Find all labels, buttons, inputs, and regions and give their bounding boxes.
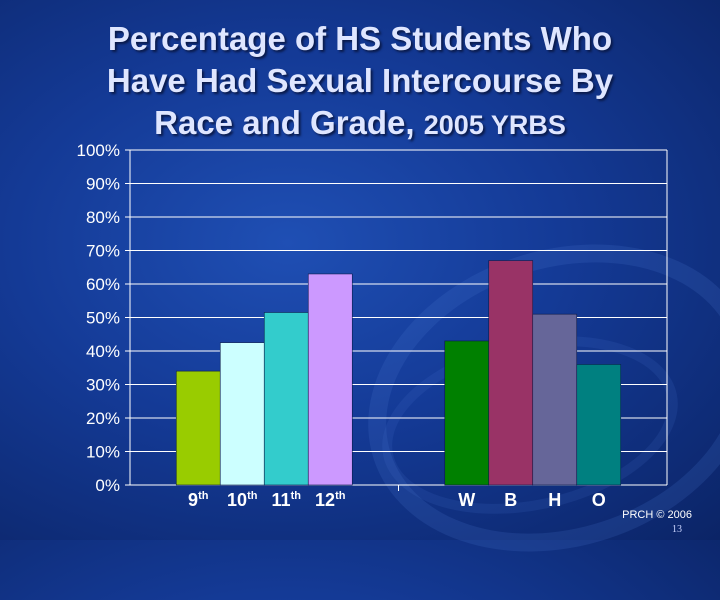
x-tick-label: O bbox=[592, 490, 606, 510]
title-line-3-main: Race and Grade, bbox=[154, 104, 415, 141]
y-tick-label: 20% bbox=[86, 409, 120, 428]
bar bbox=[219, 342, 265, 486]
x-tick-label: W bbox=[458, 490, 475, 510]
title-line-1: Percentage of HS Students Who bbox=[107, 20, 613, 57]
bar bbox=[307, 273, 353, 486]
y-tick-label: 0% bbox=[95, 476, 120, 495]
y-tick-label: 50% bbox=[86, 309, 120, 328]
bar bbox=[532, 313, 578, 486]
bar bbox=[488, 260, 534, 486]
title-line-3-small: 2005 YRBS bbox=[423, 110, 566, 140]
y-tick-label: 40% bbox=[86, 342, 120, 361]
page-number: 13 bbox=[672, 524, 682, 535]
bar-chart: 0% 10% 20% 30% 40% 50% 60% 70% 80% 90% 100% 9th 10th… bbox=[77, 141, 622, 510]
bar bbox=[576, 364, 622, 486]
y-tick-label: 60% bbox=[86, 275, 120, 294]
x-tick-label: 12th bbox=[315, 490, 346, 510]
y-tick-label: 10% bbox=[86, 443, 120, 462]
x-tick-label: 10th bbox=[227, 490, 258, 510]
x-tick-label: 11th bbox=[272, 490, 302, 510]
footer-credit: PRCH © 2006 bbox=[622, 509, 692, 521]
bar bbox=[444, 340, 490, 486]
title-line-2: Have Had Sexual Intercourse By bbox=[106, 62, 614, 99]
bar bbox=[175, 370, 221, 486]
bar bbox=[263, 312, 309, 486]
y-tick-label: 90% bbox=[86, 175, 120, 194]
x-tick-label: 9th bbox=[188, 490, 209, 510]
y-tick-label: 100% bbox=[77, 141, 120, 160]
y-tick-label: 30% bbox=[86, 376, 120, 395]
slide-title: Percentage of HS Students Who Have Had S… bbox=[0, 18, 720, 146]
y-tick-label: 70% bbox=[86, 242, 120, 261]
title-line-3: Race and Grade, 2005 YRBS bbox=[0, 102, 720, 146]
y-tick-label: 80% bbox=[86, 208, 120, 227]
x-tick-label: B bbox=[504, 490, 517, 510]
x-tick-label: H bbox=[548, 490, 561, 510]
